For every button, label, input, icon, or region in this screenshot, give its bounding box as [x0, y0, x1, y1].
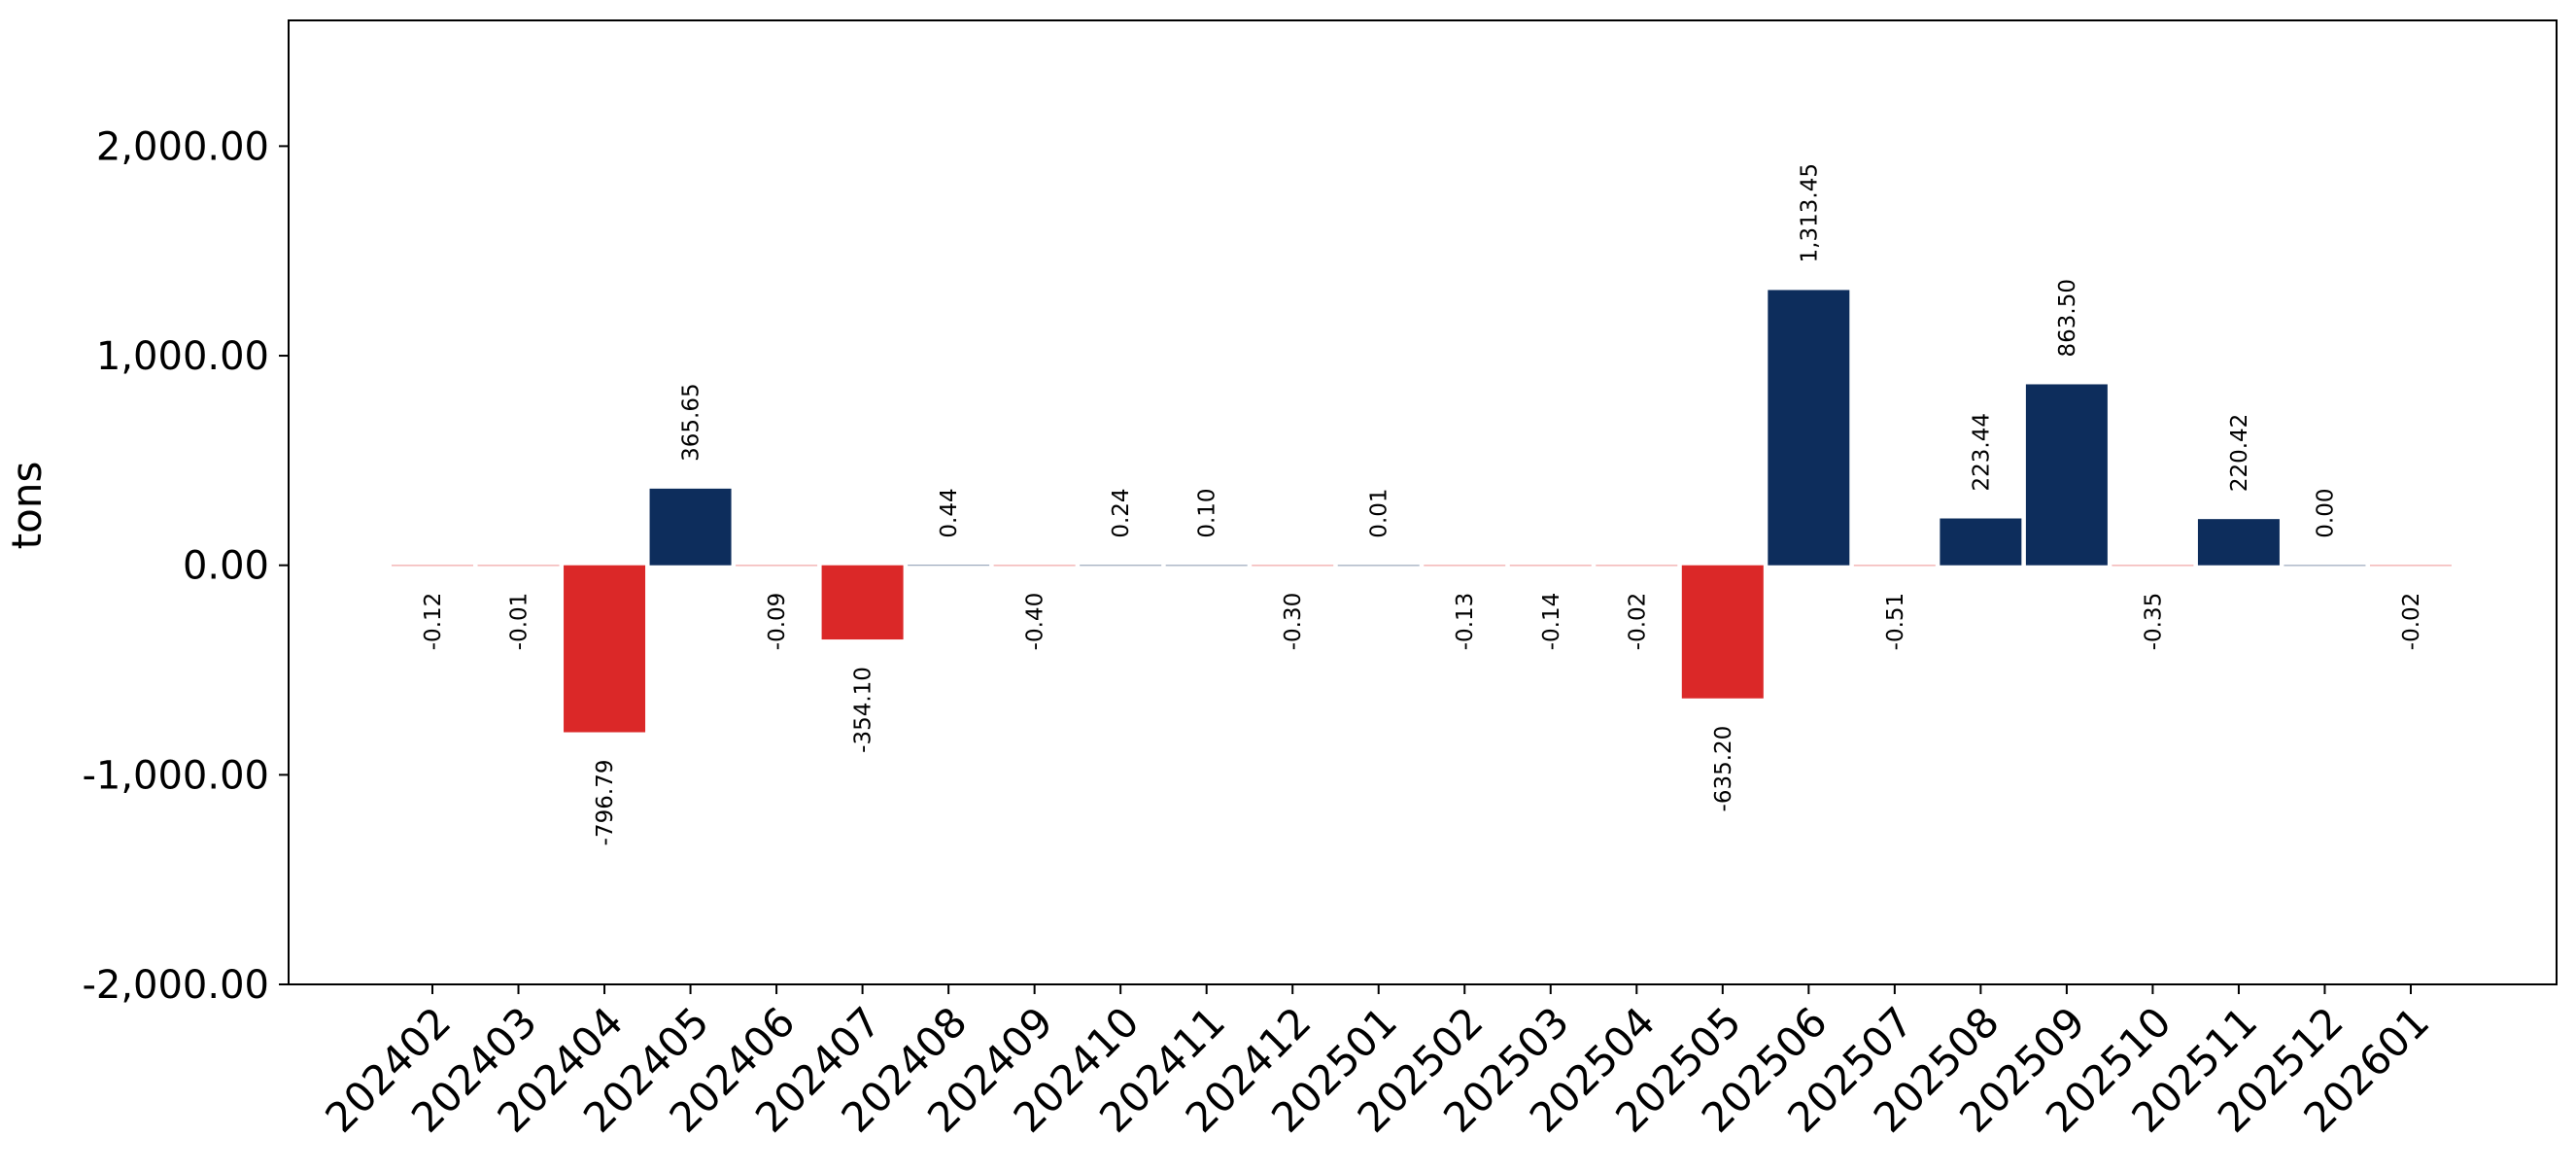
bar-202409 [993, 565, 1076, 567]
value-label-202506: 1,313.45 [1797, 163, 1822, 262]
x-axis: 2024022024032024042024052024062024072024… [316, 984, 2438, 1142]
value-label-202412: -0.30 [1281, 593, 1306, 651]
bar-202507 [1853, 565, 1936, 567]
bar-202403 [477, 565, 560, 567]
value-label-202404: -796.79 [593, 760, 618, 846]
bar-202406 [736, 565, 818, 567]
value-label-202511: 220.42 [2227, 414, 2252, 492]
value-label-202402: -0.12 [421, 593, 446, 651]
bar-202512 [2284, 565, 2366, 567]
bar-202601 [2369, 565, 2452, 567]
value-label-202408: 0.44 [937, 488, 962, 537]
value-label-202501: 0.01 [1367, 488, 1392, 537]
value-label-202411: 0.10 [1195, 488, 1220, 537]
bar-202404 [564, 565, 646, 733]
y-tick-label: 1,000.00 [96, 334, 269, 379]
value-labels-group: -0.12 -0.01 -796.79 365.65 -0.09 -354.10 0.44 -… [421, 163, 2424, 845]
y-axis-label: tons [3, 462, 51, 550]
y-axis: -2,000.00 -1,000.00 0.00 1,000.00 2,000.00 [82, 124, 289, 1008]
plot-frame [288, 19, 2558, 985]
bar-202502 [1424, 565, 1506, 567]
y-tick-label: -2,000.00 [82, 963, 269, 1008]
bar-202412 [1252, 565, 1334, 567]
value-label-202502: -0.13 [1453, 593, 1478, 651]
value-label-202509: 863.50 [2055, 279, 2080, 357]
value-label-202503: -0.14 [1539, 593, 1564, 651]
bar-202411 [1165, 565, 1248, 567]
value-label-202601: -0.02 [2399, 593, 2424, 651]
value-label-202410: 0.24 [1109, 488, 1134, 537]
bar-202410 [1080, 565, 1162, 567]
value-label-202405: 365.65 [679, 383, 704, 461]
bar-202402 [392, 565, 473, 567]
y-tick-label: 2,000.00 [96, 124, 269, 169]
value-label-202409: -0.40 [1023, 593, 1048, 651]
bar-202503 [1509, 565, 1592, 567]
value-label-202507: -0.51 [1883, 593, 1908, 651]
bar-202505 [1681, 565, 1764, 699]
bar-202511 [2197, 519, 2280, 566]
value-label-202403: -0.01 [507, 593, 532, 651]
bar-202504 [1596, 565, 1678, 567]
value-label-202512: 0.00 [2313, 488, 2338, 537]
bar-202509 [2025, 384, 2108, 566]
bar-202501 [1337, 565, 1420, 567]
bar-202506 [1768, 290, 1850, 566]
bars-group [392, 290, 2452, 733]
y-tick-label: 0.00 [183, 544, 269, 589]
bar-202407 [821, 565, 904, 640]
value-label-202508: 223.44 [1969, 413, 1994, 491]
value-label-202504: -0.02 [1625, 593, 1650, 651]
value-label-202510: -0.35 [2141, 593, 2166, 651]
value-label-202406: -0.09 [765, 593, 790, 651]
value-label-202407: -354.10 [851, 667, 876, 753]
bar-202405 [649, 488, 732, 566]
y-tick-label: -1,000.00 [82, 753, 269, 798]
bar-202408 [908, 565, 990, 567]
bar-202508 [1940, 518, 2022, 566]
bar-202510 [2112, 565, 2194, 567]
value-label-202505: -635.20 [1711, 726, 1736, 812]
